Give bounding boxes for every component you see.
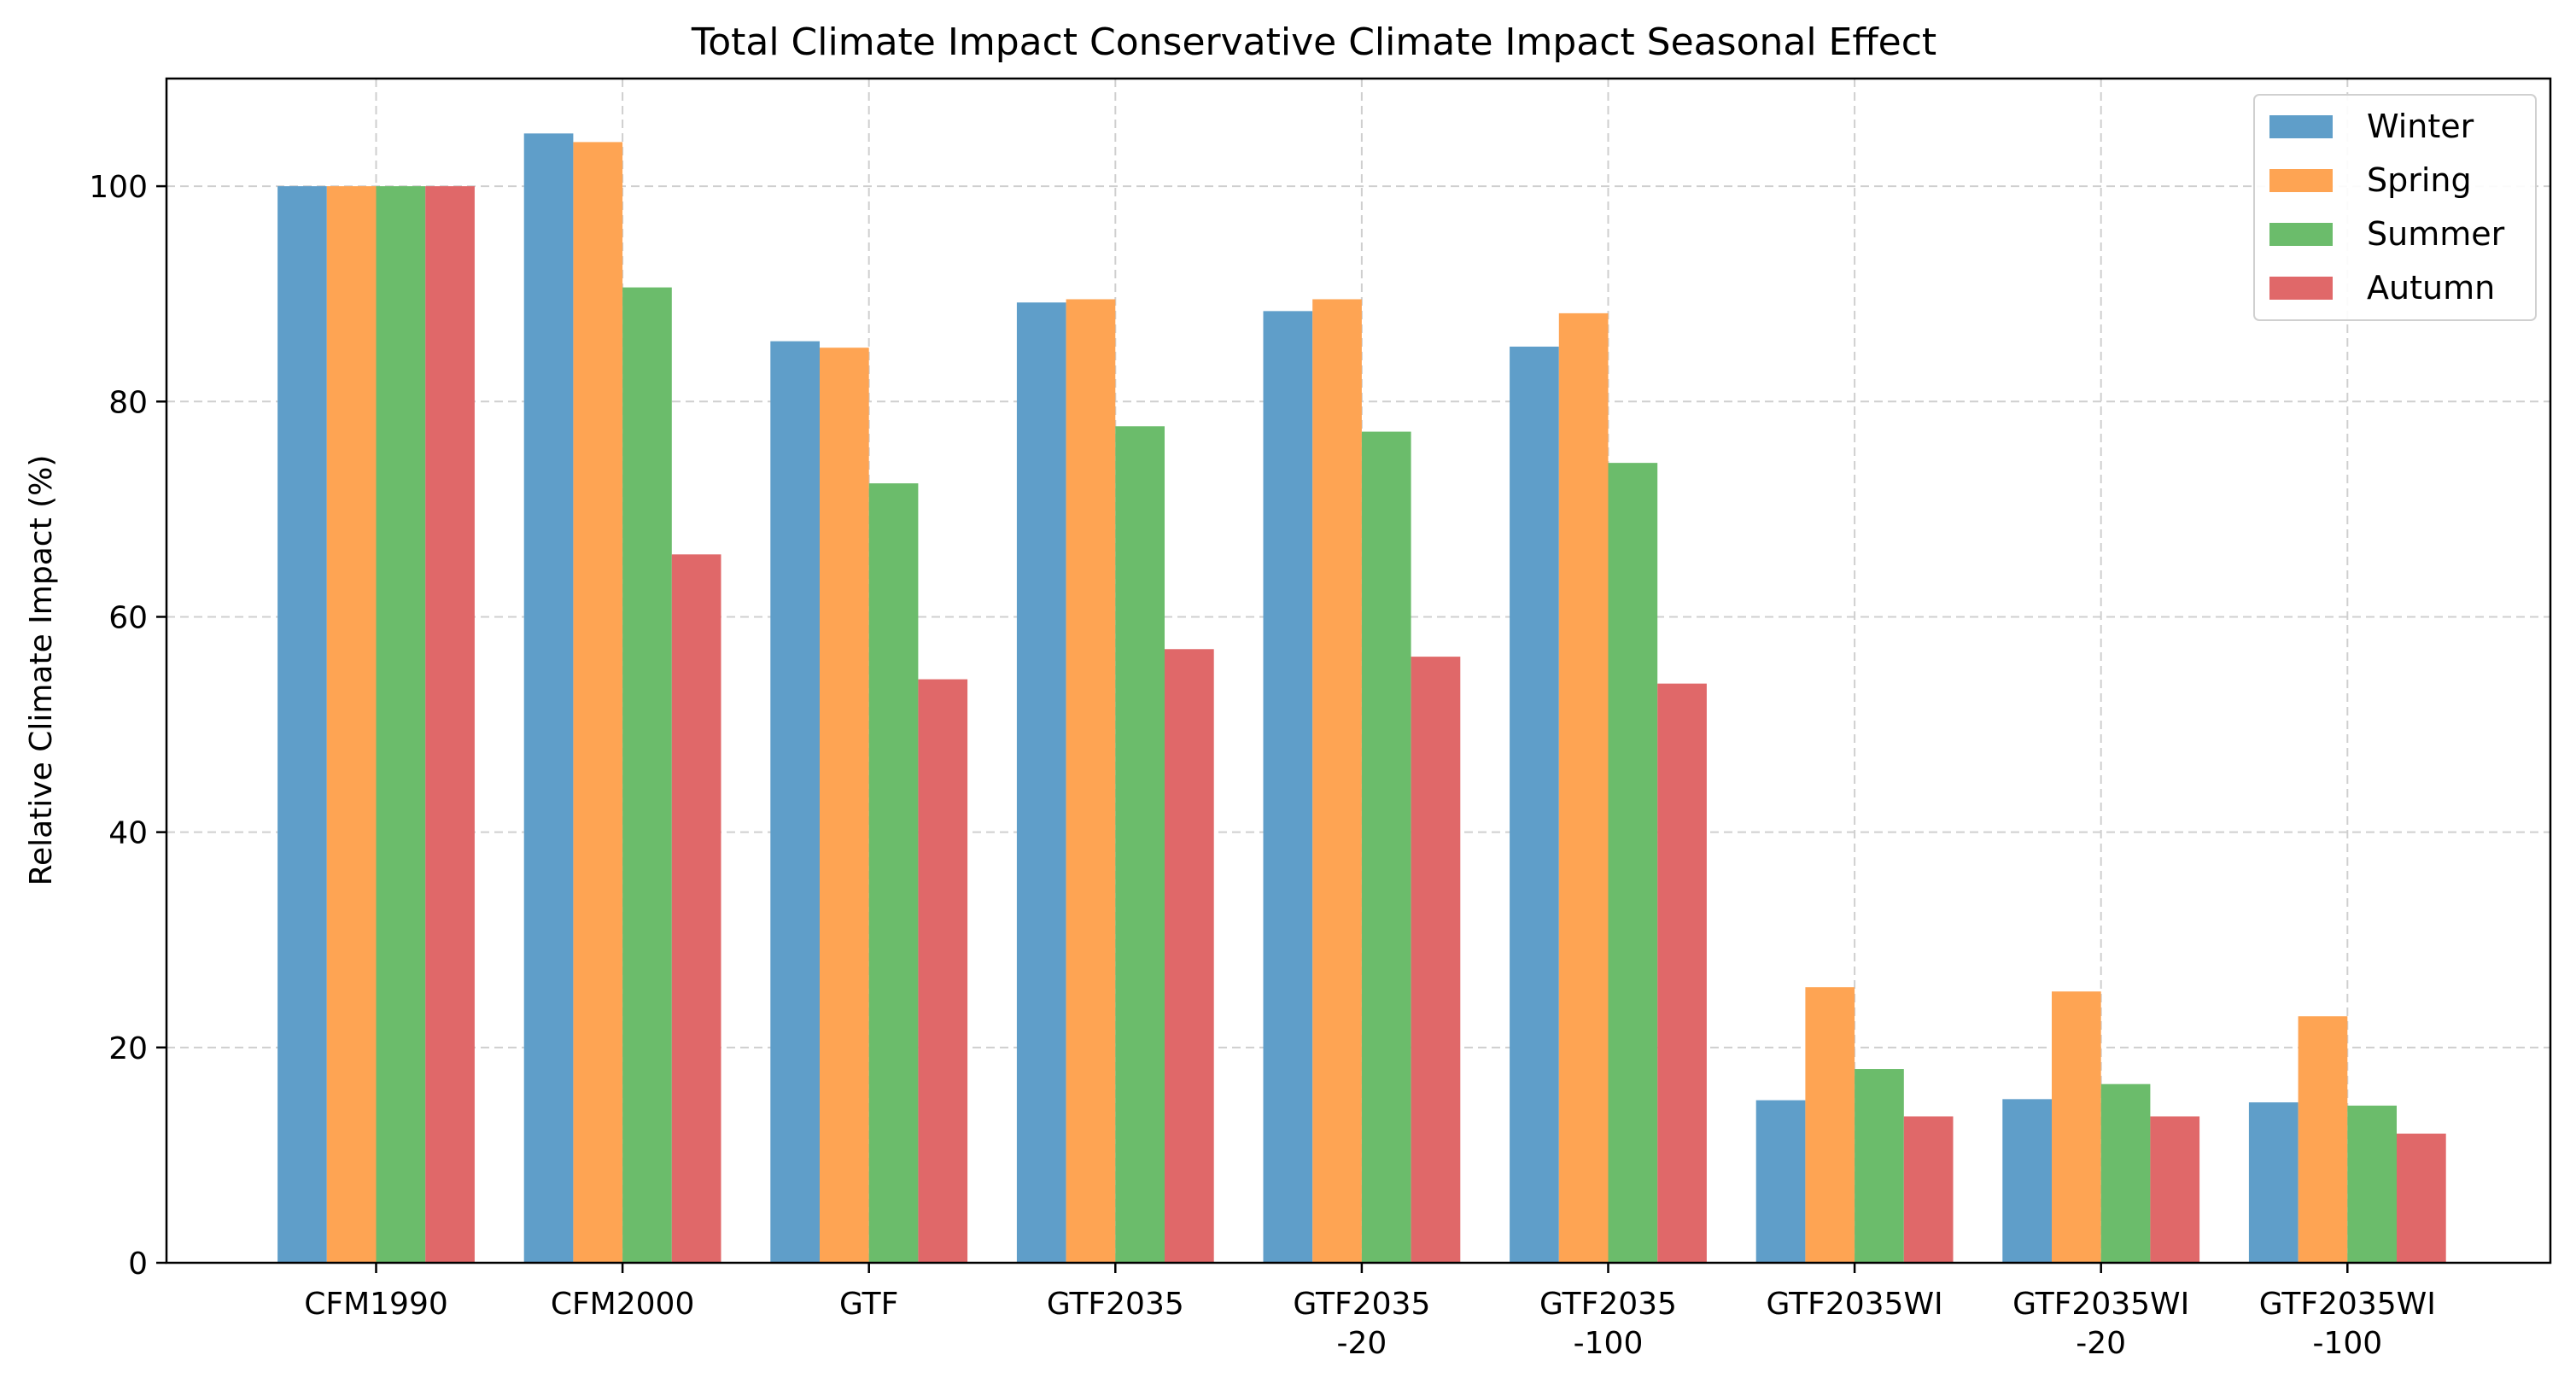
axes: 0 20 40 60 80 100 CFM1990 CFM2000 GTF GTF2035 GTF2…	[89, 170, 2436, 1361]
bar-winter	[1510, 346, 1559, 1264]
y-tick-label: 80	[108, 385, 148, 420]
legend-label-summer: Summer	[2367, 215, 2505, 253]
bar-spring	[2052, 991, 2101, 1263]
y-tick-label: 60	[108, 600, 148, 635]
bar-spring	[326, 186, 377, 1263]
y-axis-label: Relative Climate Impact (%)	[24, 455, 59, 886]
bar-summer	[1115, 426, 1165, 1263]
bar-spring	[1312, 299, 1362, 1264]
legend-swatch-autumn	[2269, 277, 2333, 300]
x-tick-label: GTF2035WI -20	[2012, 1287, 2189, 1361]
bar-spring	[2298, 1016, 2348, 1263]
bar-summer	[1855, 1069, 1904, 1263]
bar-summer	[1608, 463, 1658, 1263]
bar-winter	[523, 133, 574, 1263]
y-tick-label: 0	[128, 1247, 148, 1282]
bar-autumn	[1411, 657, 1461, 1263]
bar-winter	[277, 186, 327, 1263]
legend-label-winter: Winter	[2367, 108, 2474, 145]
bar-winter	[1016, 302, 1066, 1264]
y-tick-label: 100	[89, 170, 148, 205]
bar-summer	[868, 483, 919, 1263]
bar-summer	[2347, 1105, 2397, 1263]
bar-autumn	[425, 186, 475, 1263]
bar-summer	[622, 287, 672, 1264]
x-tick-label: GTF2035 -100	[1539, 1287, 1677, 1361]
bar-autumn	[918, 679, 968, 1263]
x-tick-label: GTF2035WI -100	[2259, 1287, 2436, 1361]
legend-label-autumn: Autumn	[2367, 269, 2495, 307]
bar-autumn	[2150, 1116, 2200, 1263]
bar-autumn	[2397, 1133, 2446, 1263]
bar-autumn	[671, 554, 721, 1263]
legend-swatch-winter	[2269, 115, 2333, 138]
bar-spring	[820, 348, 869, 1263]
bar-autumn	[1165, 649, 1214, 1263]
bar-spring	[1805, 987, 1855, 1263]
x-tick-label: GTF	[839, 1287, 898, 1322]
chart-title: Total Climate Impact Conservative Climat…	[691, 20, 1936, 64]
bar-spring	[1558, 312, 1609, 1263]
bar-summer	[376, 186, 426, 1263]
bar-autumn	[1903, 1116, 1954, 1263]
y-tick-label: 20	[108, 1031, 148, 1066]
y-tick-label: 40	[108, 816, 148, 851]
legend-swatch-spring	[2269, 169, 2333, 192]
bar-winter	[2248, 1102, 2299, 1263]
bar-summer	[1361, 431, 1411, 1263]
x-tick-label: CFM2000	[551, 1287, 695, 1322]
legend-swatch-summer	[2269, 223, 2333, 246]
legend: Winter Spring Summer Autumn	[2253, 94, 2537, 321]
bar-spring	[573, 142, 623, 1263]
x-tick-label: GTF2035	[1047, 1287, 1184, 1322]
x-tick-label: CFM1990	[304, 1287, 448, 1322]
bar-autumn	[1657, 683, 1707, 1263]
bar-spring	[1066, 299, 1116, 1264]
legend-box	[2253, 94, 2537, 321]
x-tick-label: GTF2035WI	[1767, 1287, 1943, 1322]
bar-winter	[1755, 1100, 1806, 1263]
bar-winter	[2002, 1099, 2052, 1263]
bar-winter	[1263, 311, 1313, 1264]
x-tick-label: GTF2035 -20	[1293, 1287, 1430, 1361]
bars	[277, 133, 2446, 1264]
legend-label-spring: Spring	[2367, 161, 2472, 199]
bar-summer	[2100, 1083, 2151, 1263]
bar-winter	[770, 341, 820, 1263]
plot-frame	[165, 77, 2552, 1264]
